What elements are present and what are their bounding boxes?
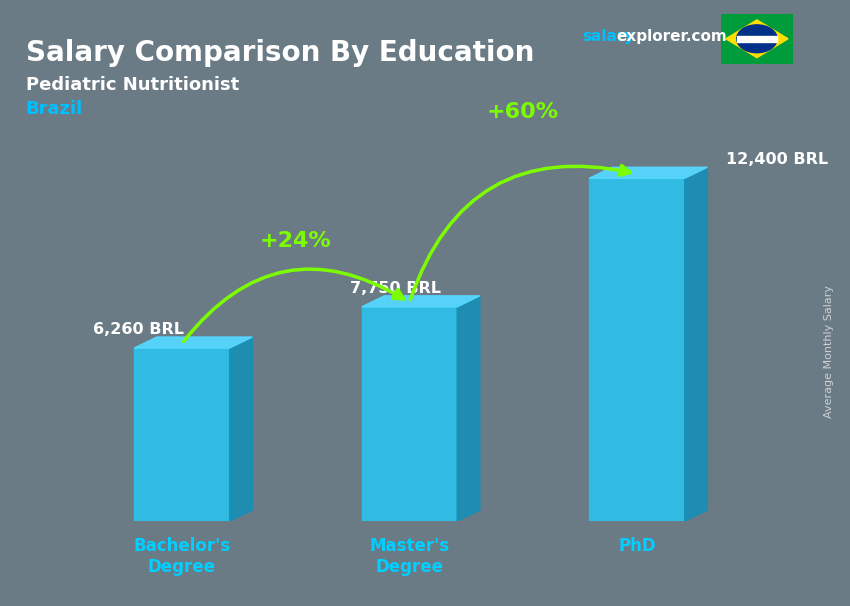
Text: Pediatric Nutritionist: Pediatric Nutritionist [26, 76, 239, 94]
Text: +60%: +60% [487, 102, 559, 122]
Text: salary: salary [582, 29, 635, 44]
Text: +24%: +24% [260, 230, 332, 250]
Text: explorer.com: explorer.com [616, 29, 727, 44]
Polygon shape [726, 20, 788, 58]
Text: Brazil: Brazil [26, 100, 82, 118]
Text: 6,260 BRL: 6,260 BRL [94, 322, 184, 337]
Polygon shape [589, 167, 707, 178]
Circle shape [737, 25, 777, 53]
Text: 7,750 BRL: 7,750 BRL [350, 281, 441, 296]
Text: 12,400 BRL: 12,400 BRL [726, 152, 828, 167]
Polygon shape [589, 178, 684, 521]
Polygon shape [230, 337, 252, 521]
Polygon shape [361, 296, 480, 307]
Polygon shape [361, 307, 457, 521]
Polygon shape [684, 167, 707, 521]
Text: Salary Comparison By Education: Salary Comparison By Education [26, 39, 534, 67]
Text: Average Monthly Salary: Average Monthly Salary [824, 285, 834, 418]
Bar [737, 36, 777, 42]
Polygon shape [457, 296, 480, 521]
Polygon shape [134, 337, 252, 348]
Polygon shape [134, 348, 230, 521]
